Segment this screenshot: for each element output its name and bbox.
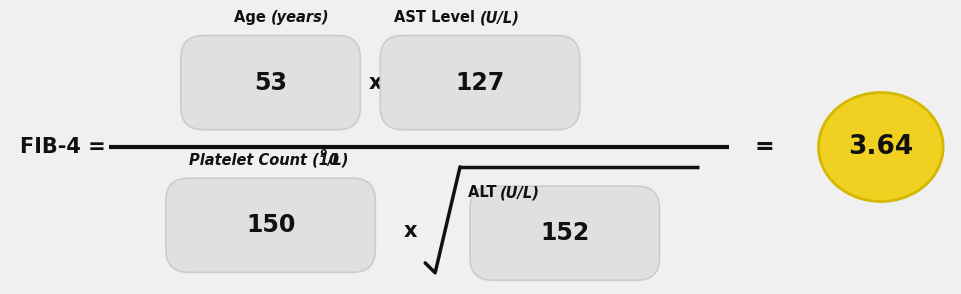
Text: AST Level: AST Level: [393, 10, 480, 25]
Text: Age: Age: [234, 10, 270, 25]
Text: ALT: ALT: [468, 186, 501, 201]
FancyBboxPatch shape: [181, 36, 360, 130]
Text: 9: 9: [319, 149, 327, 159]
Text: (U/L): (U/L): [500, 186, 539, 201]
Text: (U/L): (U/L): [480, 10, 519, 25]
Text: 152: 152: [539, 221, 589, 245]
FancyBboxPatch shape: [470, 186, 659, 280]
Text: (years): (years): [270, 10, 329, 25]
Text: 53: 53: [254, 71, 286, 95]
Text: x: x: [403, 221, 416, 241]
Text: x: x: [368, 73, 382, 93]
Ellipse shape: [818, 93, 942, 201]
Text: /L): /L): [327, 153, 349, 168]
Text: Platelet Count (10: Platelet Count (10: [188, 153, 338, 168]
Text: 150: 150: [246, 213, 295, 237]
Text: =: =: [753, 135, 774, 159]
FancyBboxPatch shape: [165, 178, 375, 272]
Text: 127: 127: [455, 71, 505, 95]
FancyBboxPatch shape: [380, 36, 579, 130]
Text: 3.64: 3.64: [848, 134, 912, 160]
Text: FIB-4 =: FIB-4 =: [20, 137, 106, 157]
